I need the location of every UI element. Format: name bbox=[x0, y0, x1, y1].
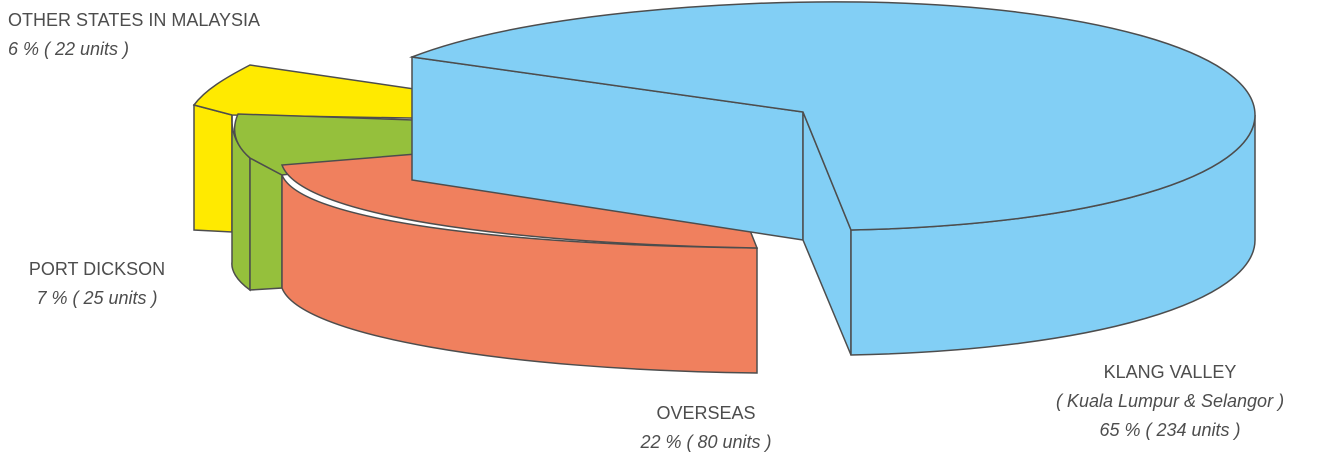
label-klang-valley-value: 65 % ( 234 units ) bbox=[1099, 420, 1240, 440]
slice-overseas-side bbox=[281, 174, 758, 374]
label-overseas-value: 22 % ( 80 units ) bbox=[639, 432, 771, 452]
label-other-states-value: 6 % ( 22 units ) bbox=[8, 39, 129, 59]
label-other-states-name: OTHER STATES IN MALAYSIA bbox=[8, 10, 260, 30]
label-klang-valley-sublabel: ( Kuala Lumpur & Selangor ) bbox=[1056, 391, 1284, 411]
slice-klang-valley bbox=[409, 1, 1256, 356]
label-overseas: OVERSEAS 22 % ( 80 units ) bbox=[639, 403, 771, 452]
label-overseas-name: OVERSEAS bbox=[656, 403, 755, 423]
label-port-dickson: PORT DICKSON 7 % ( 25 units ) bbox=[29, 259, 165, 308]
slice-other-states-side bbox=[193, 104, 233, 233]
label-other-states: OTHER STATES IN MALAYSIA 6 % ( 22 units … bbox=[8, 10, 260, 59]
slice-klang-valley-top bbox=[409, 1, 1256, 231]
label-klang-valley-name: KLANG VALLEY bbox=[1104, 362, 1237, 382]
label-port-dickson-name: PORT DICKSON bbox=[29, 259, 165, 279]
label-klang-valley: KLANG VALLEY ( Kuala Lumpur & Selangor )… bbox=[1056, 362, 1284, 440]
slice-port-dickson-inner-side bbox=[249, 156, 283, 291]
label-port-dickson-value: 7 % ( 25 units ) bbox=[36, 288, 157, 308]
